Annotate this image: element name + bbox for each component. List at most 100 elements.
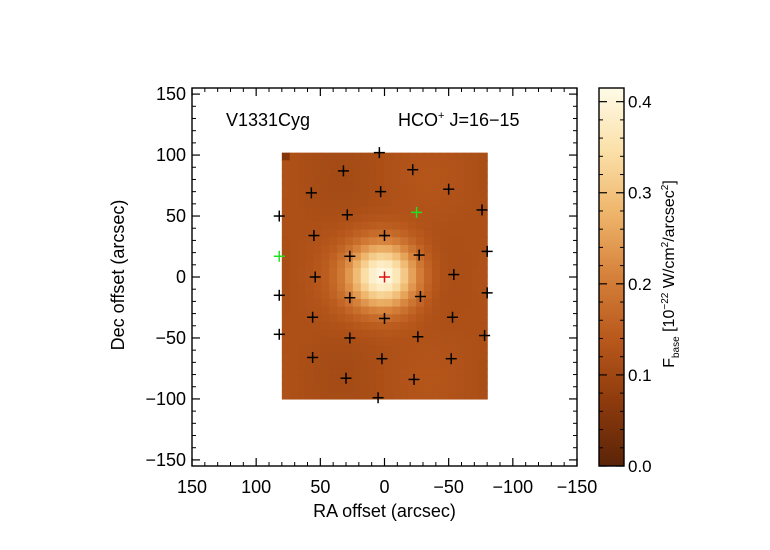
- heatmap-cell: [384, 237, 393, 246]
- heatmap-cell: [337, 252, 346, 261]
- heatmap-cell: [463, 291, 472, 300]
- x-axis-label: RA offset (arcsec): [313, 501, 456, 521]
- heatmap-cell: [321, 368, 330, 377]
- heatmap-cell: [345, 237, 354, 246]
- heatmap-cell: [368, 168, 378, 177]
- heatmap-cell: [281, 337, 291, 346]
- heatmap-cell: [329, 306, 338, 315]
- heatmap-cell: [423, 221, 433, 231]
- heatmap-cell: [384, 244, 393, 254]
- heatmap-cell: [321, 283, 330, 292]
- heatmap-cell: [352, 221, 362, 231]
- heatmap-cell: [471, 206, 480, 215]
- heatmap-cell: [471, 244, 480, 254]
- heatmap-cell: [408, 329, 417, 338]
- heatmap-cell: [439, 183, 449, 192]
- heatmap-cell: [447, 168, 457, 177]
- heatmap-cell: [431, 375, 441, 385]
- heatmap-cell: [431, 391, 441, 400]
- heatmap-cell: [416, 306, 425, 315]
- heatmap-cell: [392, 152, 401, 161]
- heatmap-cell: [439, 244, 449, 254]
- heatmap-cell: [431, 291, 441, 300]
- heatmap-cell: [455, 260, 465, 269]
- heatmap-cell: [368, 183, 378, 192]
- heatmap-cell: [360, 298, 370, 308]
- heatmap-cell: [431, 268, 441, 277]
- heatmap-cell: [368, 375, 378, 385]
- heatmap-cell: [384, 260, 393, 269]
- heatmap-cell: [471, 260, 480, 269]
- heatmap-cell: [345, 214, 354, 223]
- heatmap-cell: [305, 368, 315, 377]
- heatmap-cell: [431, 244, 441, 254]
- colorbar-label-main: F: [661, 358, 678, 368]
- heatmap-cell: [384, 298, 393, 308]
- heatmap-cell: [408, 214, 417, 223]
- heatmap-cell: [439, 283, 449, 292]
- spaxel-marker-black: [476, 204, 488, 216]
- heatmap-cell: [376, 268, 386, 277]
- heatmap-cell: [376, 368, 386, 377]
- heatmap-cell: [345, 283, 354, 292]
- heatmap-cell: [289, 229, 299, 238]
- heatmap-cell: [408, 260, 417, 269]
- heatmap-cell: [431, 183, 441, 192]
- heatmap-cell: [463, 368, 472, 377]
- heatmap-cell: [321, 221, 330, 231]
- heatmap-cell: [321, 175, 330, 185]
- heatmap-cell: [471, 291, 480, 300]
- heatmap-cell: [376, 198, 386, 208]
- heatmap-cell: [289, 275, 299, 285]
- y-tick-label: 0: [176, 267, 186, 287]
- heatmap-cell: [345, 175, 354, 185]
- heatmap-cell: [289, 360, 299, 369]
- heatmap-cell: [408, 244, 417, 254]
- heatmap-cell: [384, 206, 393, 215]
- heatmap-cell: [455, 391, 465, 400]
- heatmap-cell: [479, 360, 488, 369]
- heatmap-cell: [281, 291, 291, 300]
- heatmap-cell: [423, 214, 433, 223]
- heatmap-cell: [321, 391, 330, 400]
- heatmap-cell: [400, 383, 409, 392]
- spaxel-marker-black: [375, 186, 387, 198]
- heatmap-cell: [439, 252, 449, 261]
- heatmap-cell: [408, 206, 417, 215]
- heatmap-cell: [455, 252, 465, 261]
- heatmap-cell: [471, 283, 480, 292]
- spaxel-marker-black: [447, 311, 459, 323]
- heatmap-cell: [431, 360, 441, 369]
- heatmap-cell: [431, 298, 441, 308]
- heatmap-cell: [439, 260, 449, 269]
- heatmap-cell: [352, 268, 362, 277]
- heatmap-cell: [329, 183, 338, 192]
- heatmap-cell: [289, 244, 299, 254]
- heatmap-cell: [392, 198, 401, 208]
- heatmap-cell: [313, 375, 322, 385]
- heatmap-cell: [297, 175, 307, 185]
- heatmap-cell: [360, 352, 370, 362]
- heatmap-cell: [447, 183, 457, 192]
- spaxel-marker-black: [341, 209, 353, 221]
- heatmap-cell: [384, 345, 393, 354]
- heatmap-cell: [431, 337, 441, 346]
- heatmap-cell: [416, 168, 425, 177]
- heatmap-cell: [439, 298, 449, 308]
- heatmap-cell: [281, 214, 291, 223]
- heatmap-cell: [321, 275, 330, 285]
- heatmap-cell: [447, 375, 457, 385]
- heatmap-cell: [416, 329, 425, 338]
- heatmap-cell: [321, 168, 330, 177]
- heatmap-cell: [289, 191, 299, 200]
- colorbar-tick-label: 0.0: [628, 457, 652, 476]
- heatmap-cell: [321, 321, 330, 331]
- heatmap-cell: [392, 268, 401, 277]
- heatmap-cell: [368, 329, 378, 338]
- heatmap-cell: [352, 291, 362, 300]
- heatmap-cell: [352, 252, 362, 261]
- heatmap-cell: [455, 298, 465, 308]
- heatmap-cell: [313, 214, 322, 223]
- heatmap-cell: [439, 391, 449, 400]
- heatmap-cell: [471, 183, 480, 192]
